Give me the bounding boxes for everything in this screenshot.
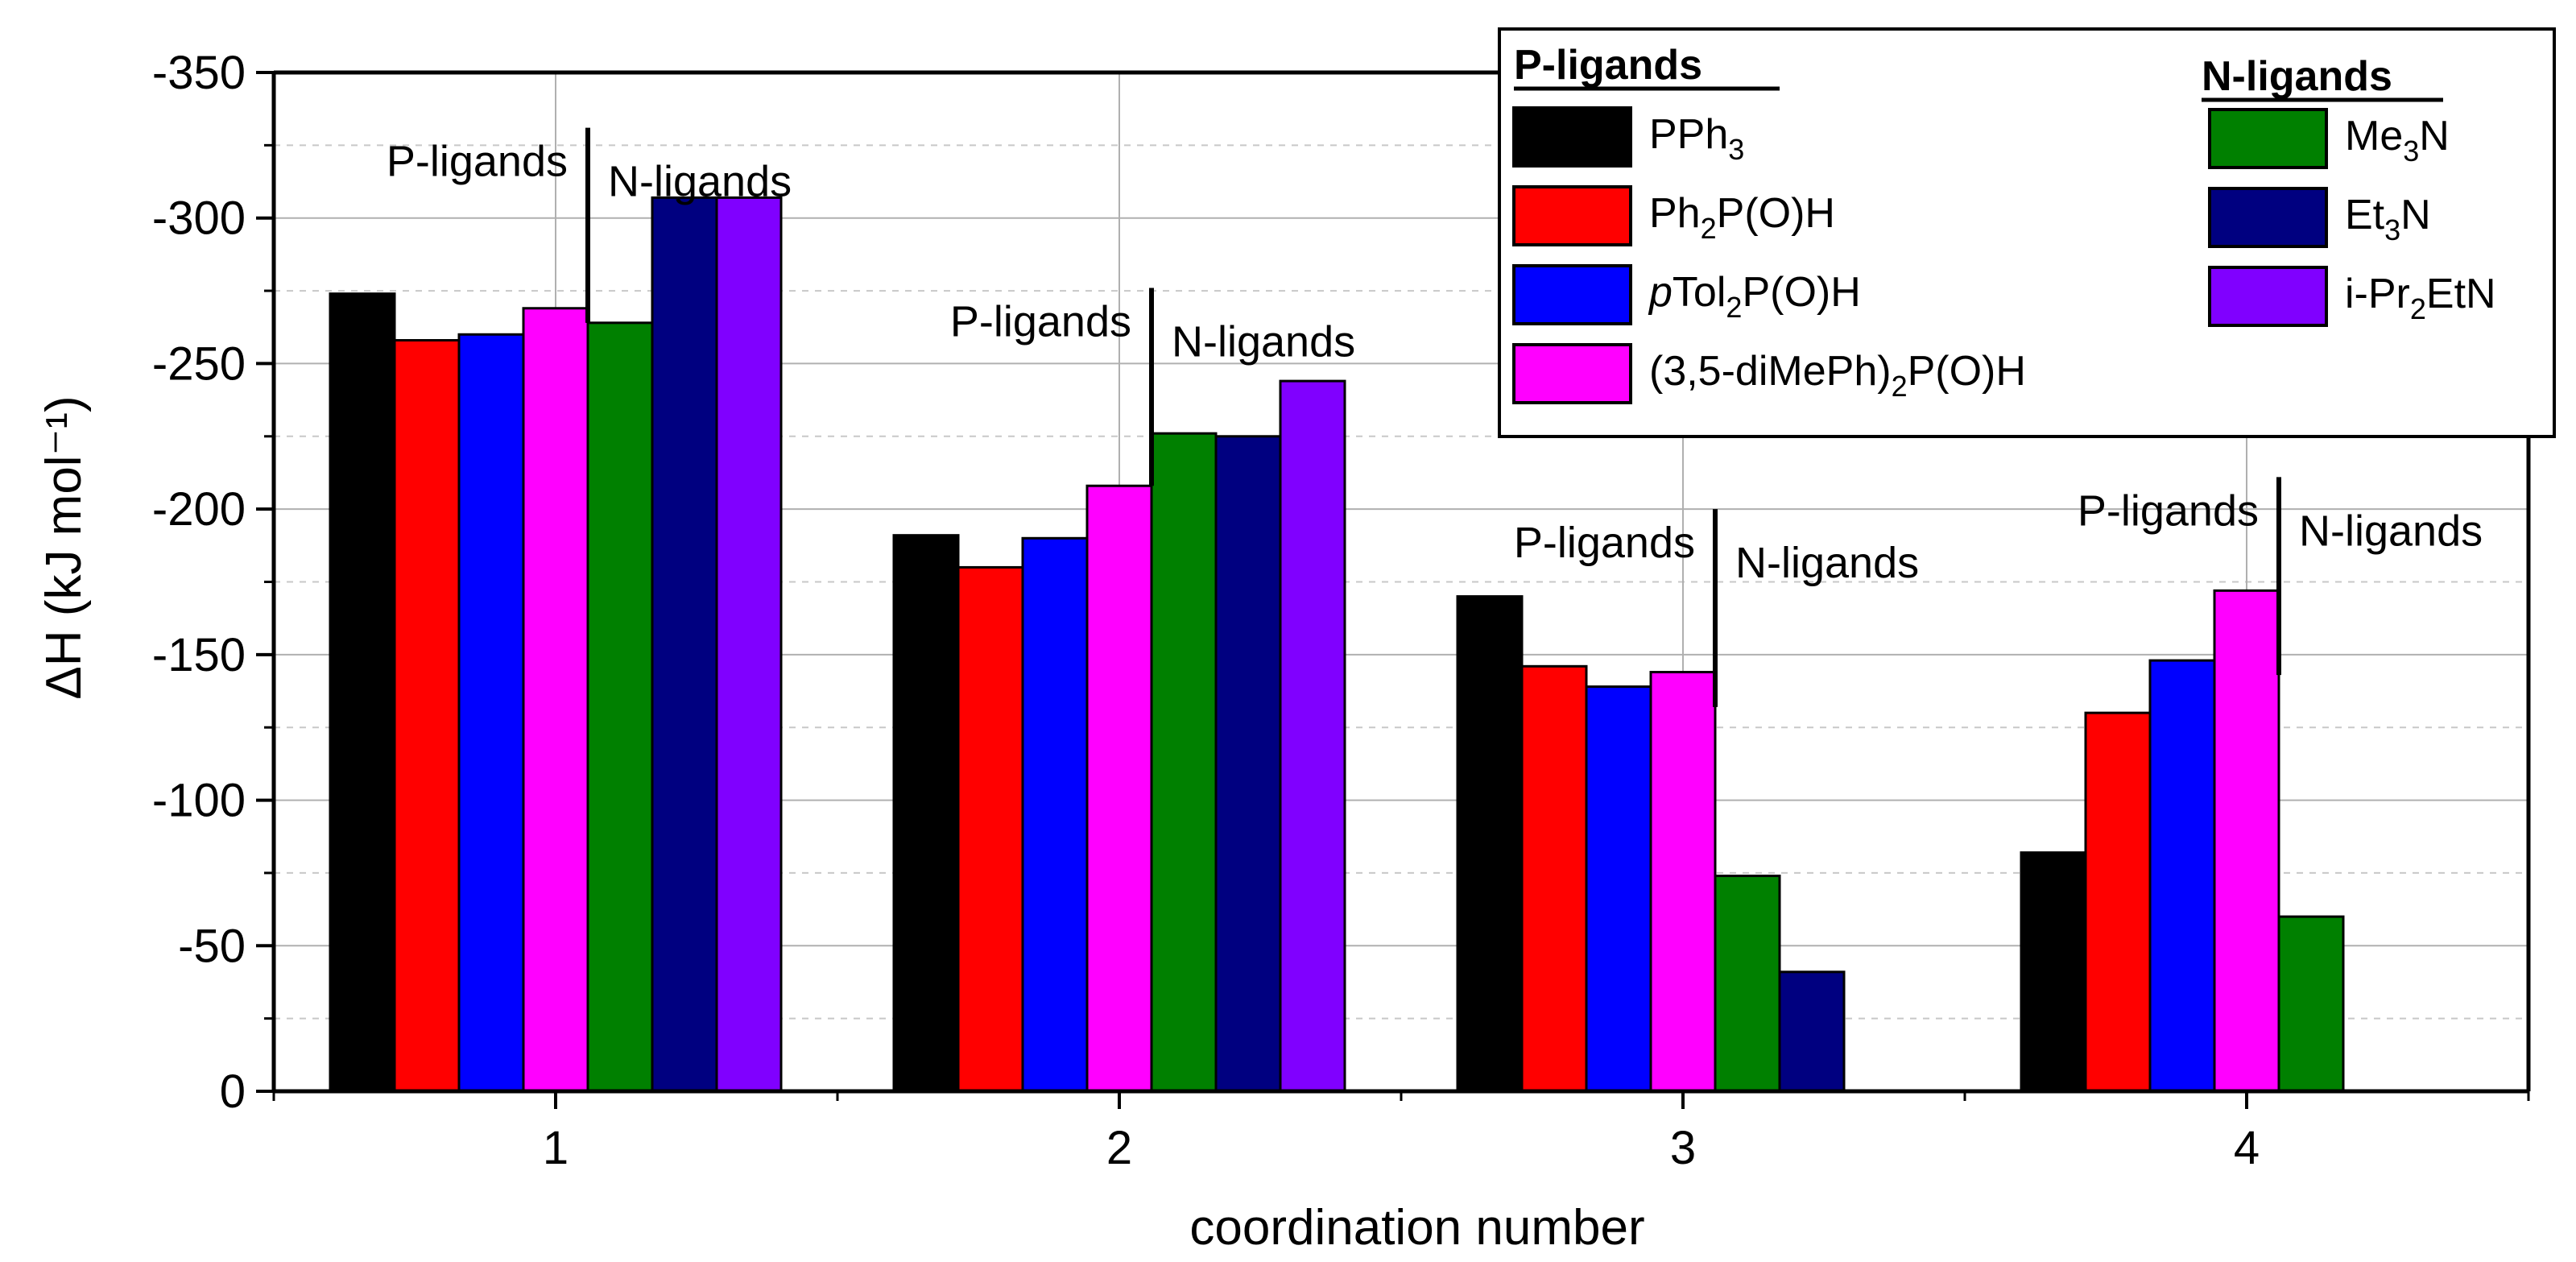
bar-Ph2P(O)H-cn3 xyxy=(1520,664,1588,1093)
bar-pTol2P(O)H-cn2 xyxy=(1021,536,1089,1093)
n-ligands-label-3: N-ligands xyxy=(1735,539,1919,587)
bar-Me3N-cn3 xyxy=(1714,875,1781,1093)
legend-entry-p3-swatch xyxy=(1512,264,1632,325)
n-ligands-label-2: N-ligands xyxy=(1172,317,1355,366)
p-ligands-label-2: P-ligands xyxy=(950,297,1131,345)
legend-entry-p3-label: pTol2P(O)H xyxy=(1648,269,1861,324)
bar-Et3N-cn1 xyxy=(651,196,718,1093)
legend-p-heading: P-ligands xyxy=(1514,42,1702,89)
bar-(3,5-diMePh)2P(O)H-cn2 xyxy=(1085,484,1153,1093)
bar-Ph2P(O)H-cn1 xyxy=(393,339,461,1093)
bar-pTol2P(O)H-cn4 xyxy=(2148,659,2216,1093)
y-tick-label: -100 xyxy=(152,775,246,827)
legend-entry-n1-label: Me3N xyxy=(2345,113,2450,168)
bar-PPh3-cn4 xyxy=(2020,851,2087,1093)
legend-entry-n2-label: Et3N xyxy=(2345,192,2431,246)
bar-PPh3-cn1 xyxy=(329,292,396,1093)
bar-Ph2P(O)H-cn2 xyxy=(957,565,1024,1093)
bar-Ph2P(O)H-cn4 xyxy=(2084,711,2152,1093)
bar-(3,5-diMePh)2P(O)H-cn4 xyxy=(2213,589,2280,1093)
x-axis-title: coordination number xyxy=(1189,1200,1644,1256)
bar-(3,5-diMePh)2P(O)H-cn3 xyxy=(1649,671,1717,1093)
legend-entry-p4-label: (3,5-diMePh)2P(O)H xyxy=(1649,348,2026,403)
group-annotations: P-ligands N-ligands P-ligands N-ligands P-li… xyxy=(387,127,2483,707)
legend: P-ligands N-ligands PPh3 Ph2P(O)H pTol2P(O)H… xyxy=(1498,27,2556,438)
x-axis-ticks: 1 2 3 4 xyxy=(272,1091,2530,1174)
x-tick-label: 3 xyxy=(1670,1122,1696,1174)
bar-Me3N-cn4 xyxy=(2277,915,2345,1093)
bar-(3,5-diMePh)2P(O)H-cn1 xyxy=(522,307,589,1093)
bar-PPh3-cn2 xyxy=(892,534,960,1093)
legend-entry-p2-swatch xyxy=(1512,185,1632,246)
bar-Et3N-cn2 xyxy=(1214,435,1282,1093)
bar-Me3N-cn2 xyxy=(1150,432,1218,1093)
y-tick-label: -350 xyxy=(152,47,246,99)
y-tick-label: -300 xyxy=(152,192,246,245)
legend-entry-n2-swatch xyxy=(2208,187,2328,248)
legend-entry-n3-swatch xyxy=(2208,266,2328,327)
bar-i-Pr2EtN-cn1 xyxy=(715,196,783,1093)
bars xyxy=(329,196,2345,1093)
y-tick-label: 0 xyxy=(220,1065,246,1118)
x-tick-label: 2 xyxy=(1106,1122,1132,1174)
legend-entry-p1-label: PPh3 xyxy=(1649,111,1744,166)
y-tick-label: -250 xyxy=(152,337,246,390)
bar-Et3N-cn3 xyxy=(1778,970,1846,1093)
legend-entry-p2-label: Ph2P(O)H xyxy=(1649,190,1835,245)
y-axis-title: ΔH (kJ mol⁻¹) xyxy=(36,395,92,699)
p-ligands-label-4: P-ligands xyxy=(2078,486,2259,535)
legend-entry-p1-swatch xyxy=(1512,106,1632,168)
y-tick-label: -150 xyxy=(152,629,246,681)
y-axis-ticks: 0 -50 -100 -150 -200 -250 -300 -350 xyxy=(152,47,274,1118)
y-tick-label: -200 xyxy=(152,483,246,536)
legend-entry-n1-swatch xyxy=(2208,108,2328,169)
bar-pTol2P(O)H-cn3 xyxy=(1585,685,1652,1093)
legend-box xyxy=(1498,27,2556,438)
bar-i-Pr2EtN-cn2 xyxy=(1279,379,1346,1093)
bar-PPh3-cn3 xyxy=(1456,595,1524,1093)
legend-entry-p4-swatch xyxy=(1512,343,1632,404)
p-ligands-label-1: P-ligands xyxy=(387,138,568,186)
n-ligands-label-1: N-ligands xyxy=(608,158,792,206)
n-ligands-label-4: N-ligands xyxy=(2299,507,2483,555)
p-ligands-label-3: P-ligands xyxy=(1514,519,1695,567)
legend-n-heading: N-ligands xyxy=(2202,53,2392,100)
bar-Me3N-cn1 xyxy=(586,321,654,1093)
bar-pTol2P(O)H-cn1 xyxy=(457,333,525,1093)
x-tick-label: 1 xyxy=(543,1122,569,1174)
y-tick-label: -50 xyxy=(178,920,246,972)
x-tick-label: 4 xyxy=(2234,1122,2260,1174)
legend-entry-n3-label: i-Pr2EtN xyxy=(2345,271,2496,325)
